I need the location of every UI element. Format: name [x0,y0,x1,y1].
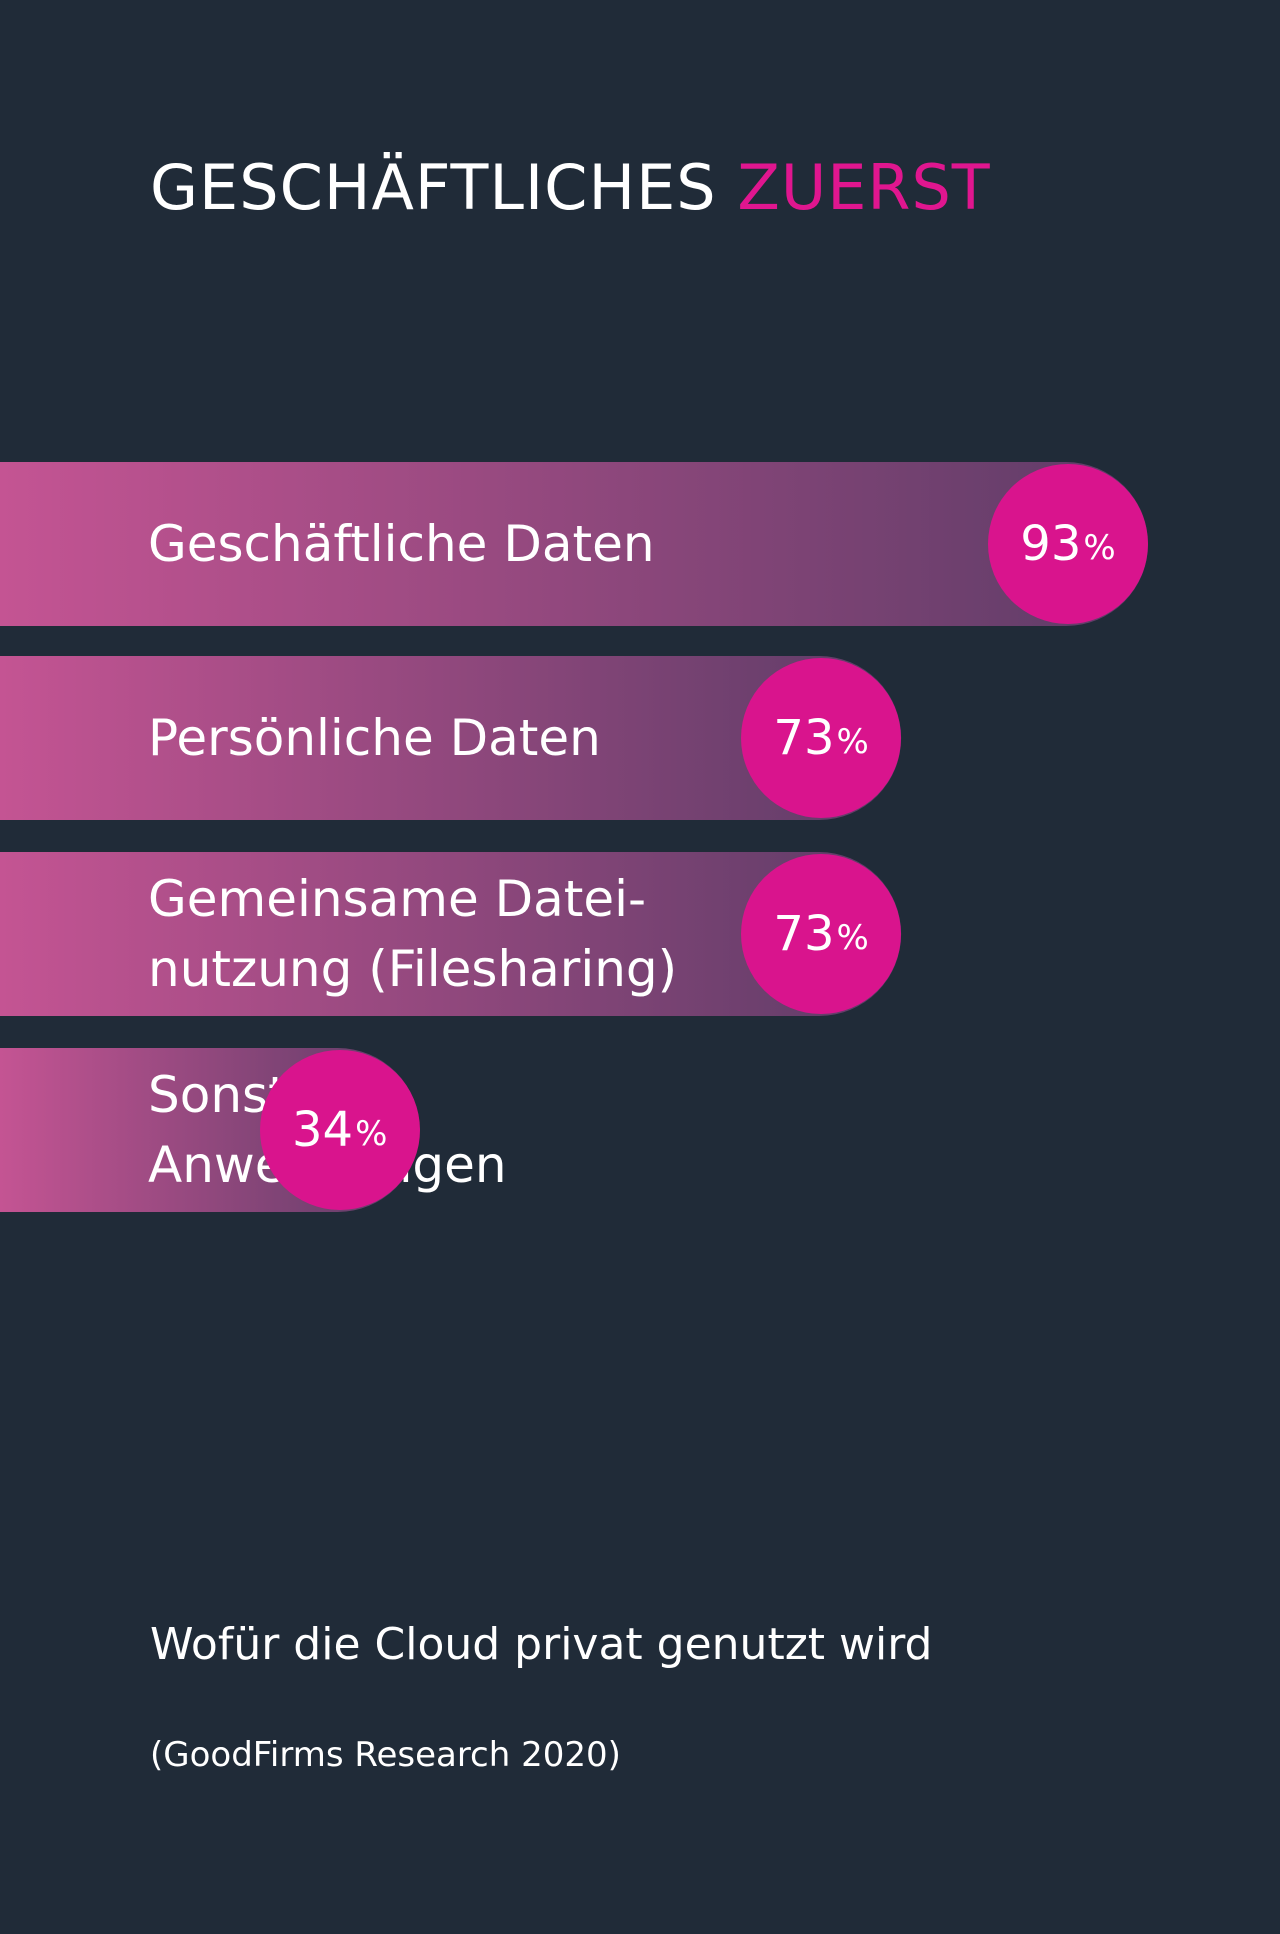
chart-title: GESCHÄFTLICHES ZUERST [150,148,991,228]
value-bubble-3: 73% [741,854,902,1014]
bar-label-3: Gemeinsame Datei- nutzung (Filesharing) [148,870,678,998]
value-bubble-1: 93% [988,464,1148,624]
bar-2 [0,656,902,820]
percent-sign-1: % [1083,528,1116,568]
value-bubble-2: 73% [741,658,902,818]
bar-3 [0,852,902,1016]
bar-label-1: Geschäftliche Daten [148,515,655,573]
value-label-2: 73 [773,710,835,766]
percent-sign-2: % [836,722,869,762]
bar-1 [0,462,1148,626]
title-accent: ZUERST [737,151,991,224]
bar-label-2: Persönliche Daten [148,709,601,767]
value-label-4: 34 [291,1102,354,1158]
title-main: GESCHÄFTLICHES [150,151,717,224]
chart-subtitle: Wofür die Cloud privat genutzt wird [150,1619,933,1670]
value-label-3: 73 [773,906,835,962]
percent-sign-3: % [836,918,869,958]
percent-sign-4: % [355,1114,388,1154]
value-bubble-4: 34% [259,1050,420,1210]
value-label-1: 93 [1020,516,1082,572]
source-note: (GoodFirms Research 2020) [150,1735,621,1775]
